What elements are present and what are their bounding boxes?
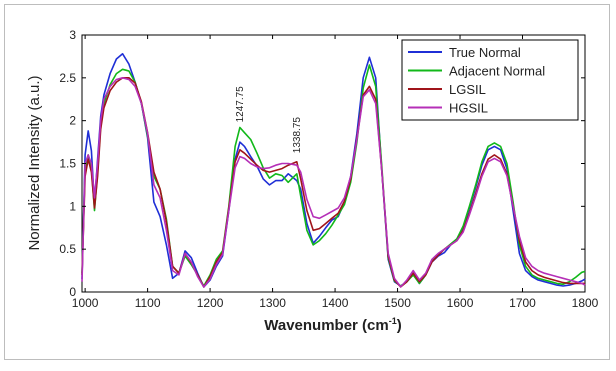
y-tick-label: 2 xyxy=(69,114,76,128)
peak-annotation: 1247.75 xyxy=(235,86,246,123)
annotation-layer: 1247.75 1338.75 xyxy=(235,86,303,153)
x-tick-label: 1500 xyxy=(384,296,411,310)
x-axis-label-close: ) xyxy=(397,317,402,334)
x-tick-label: 1600 xyxy=(447,296,474,310)
x-axis-label-main: Wavenumber (cm xyxy=(264,317,388,334)
y-tick-label: 1 xyxy=(69,199,76,213)
x-axis-label: Wavenumber (cm-1) xyxy=(264,316,402,334)
x-tick-label: 1000 xyxy=(72,296,99,310)
x-axis-label-sup: -1 xyxy=(389,316,397,326)
legend-entry: True Normal xyxy=(449,45,521,60)
x-tick-label: 1300 xyxy=(259,296,286,310)
y-tick-label: 2.5 xyxy=(59,71,76,85)
series-line-hgsil xyxy=(81,77,586,288)
x-tick-label: 1400 xyxy=(322,296,349,310)
y-axis-label: Normalized Intensity (a.u.) xyxy=(26,75,43,250)
x-tick-label: 1800 xyxy=(572,296,599,310)
y-tick-label: 3 xyxy=(69,28,76,42)
y-tick-label: 0.5 xyxy=(59,242,76,256)
series-layer xyxy=(81,52,586,288)
figure-border xyxy=(4,4,610,360)
legend-entry: Adjacent Normal xyxy=(449,64,545,79)
legend-entry: LGSIL xyxy=(449,82,486,97)
x-tick-label: 1700 xyxy=(509,296,536,310)
legend-entry: HGSIL xyxy=(449,101,488,116)
x-tick-label: 1200 xyxy=(197,296,224,310)
y-tick-label: 1.5 xyxy=(59,157,76,171)
peak-annotation: 1338.75 xyxy=(292,117,303,154)
tick-layer: 1000 1100 1200 1300 1400 1500 1600 1700 1800 0 0.5… xyxy=(59,28,598,310)
chart-legend: True Normal Adjacent Normal LGSIL HGSIL xyxy=(401,39,579,121)
y-tick-label: 0 xyxy=(69,285,76,299)
x-tick-label: 1100 xyxy=(135,296,161,310)
